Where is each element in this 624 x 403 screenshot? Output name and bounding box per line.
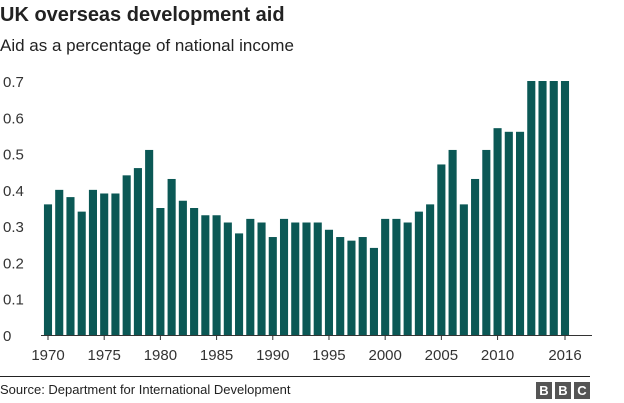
- bar-1998: [358, 237, 367, 335]
- bar-1991: [279, 218, 289, 335]
- bar-1992: [291, 222, 300, 335]
- footer-divider: [0, 376, 590, 377]
- bar-1975: [100, 193, 109, 335]
- bar-2010: [493, 128, 502, 335]
- bar-1978: [133, 168, 142, 335]
- y-tick-label: 0.1: [3, 292, 24, 309]
- bar-2006: [448, 149, 457, 335]
- bar-2004: [426, 204, 435, 335]
- bar-1994: [313, 222, 322, 335]
- bar-1997: [347, 240, 356, 335]
- x-tick-label: 1975: [88, 347, 121, 364]
- bar-1988: [246, 218, 255, 335]
- logo-letter: C: [574, 382, 590, 399]
- x-tick-label: 2016: [548, 347, 581, 364]
- bar-1982: [178, 200, 187, 335]
- bar-1973: [77, 211, 86, 335]
- bar-1971: [55, 189, 64, 335]
- bbc-logo: B B C: [536, 382, 590, 399]
- bar-1977: [122, 175, 131, 335]
- bar-2003: [414, 211, 423, 335]
- x-axis: 1970 1975 1980 1985 1990 1995 2000 2005 2010 2016: [31, 335, 582, 364]
- bar-2008: [471, 178, 480, 335]
- bar-2012: [516, 131, 525, 335]
- x-tick-label: 1970: [31, 347, 64, 364]
- chart-title: UK overseas development aid: [0, 4, 285, 26]
- logo-letter: B: [536, 382, 552, 399]
- bar-2013: [527, 81, 536, 335]
- y-axis: 0 0.1 0.2 0.3 0.4 0.5 0.6 0.7: [3, 74, 24, 345]
- y-tick-label: 0.7: [3, 74, 24, 91]
- bar-2007: [459, 204, 468, 335]
- bar-2011: [504, 131, 513, 335]
- x-tick-label: 1985: [200, 347, 233, 364]
- bar-1984: [201, 215, 210, 335]
- y-tick-label: 0: [3, 328, 11, 345]
- bar-1986: [223, 222, 232, 335]
- bar-2016: [560, 81, 570, 335]
- x-tick-label: 2010: [481, 347, 514, 364]
- bar-2015: [549, 81, 558, 335]
- bar-1990: [268, 237, 277, 335]
- bar-1983: [190, 208, 199, 335]
- bar-1987: [235, 233, 244, 335]
- bar-2002: [403, 222, 412, 335]
- bar-1974: [88, 189, 97, 335]
- y-tick-label: 0.6: [3, 110, 24, 127]
- bar-2009: [482, 149, 491, 335]
- bar-1976: [111, 193, 120, 335]
- bar-2001: [392, 218, 401, 335]
- bar-1989: [257, 222, 266, 335]
- x-tick-label: 2005: [425, 347, 458, 364]
- bar-1999: [369, 247, 378, 335]
- source-note: Source: Department for International Dev…: [0, 382, 291, 397]
- x-tick-label: 2000: [368, 347, 401, 364]
- bar-1970: [43, 204, 53, 335]
- y-tick-label: 0.4: [3, 183, 24, 200]
- bar-2005: [437, 164, 446, 335]
- bar-1996: [336, 237, 345, 335]
- bar-1981: [167, 178, 176, 335]
- bar-1980: [156, 208, 165, 335]
- x-tick-label: 1980: [144, 347, 177, 364]
- bar-1972: [66, 197, 75, 335]
- bar-2000: [381, 218, 390, 335]
- logo-letter: B: [555, 382, 571, 399]
- x-tick-label: 1990: [256, 347, 289, 364]
- bar-1979: [145, 149, 154, 335]
- bar-1993: [302, 222, 311, 335]
- y-tick-label: 0.3: [3, 219, 24, 236]
- bar-1985: [212, 215, 221, 335]
- y-tick-label: 0.2: [3, 255, 24, 272]
- bar-1995: [324, 229, 334, 335]
- x-tick-label: 1995: [312, 347, 345, 364]
- chart-subtitle: Aid as a percentage of national income: [0, 36, 294, 55]
- bar-2014: [538, 81, 547, 335]
- y-tick-label: 0.5: [3, 147, 24, 164]
- bars: [43, 81, 570, 335]
